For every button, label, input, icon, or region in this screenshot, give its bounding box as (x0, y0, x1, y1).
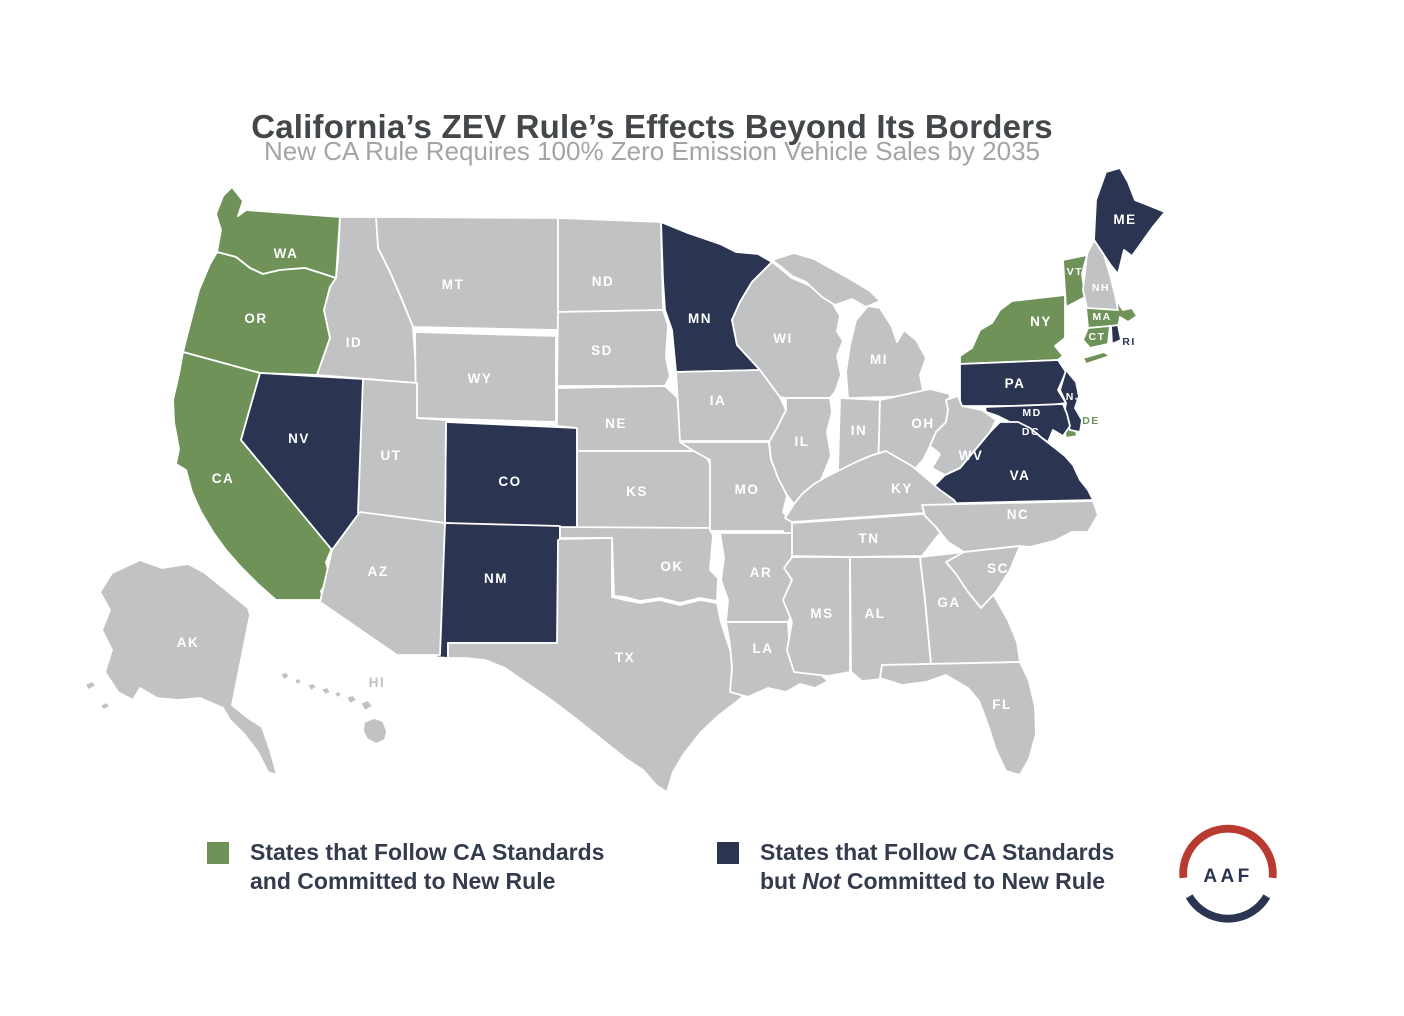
state-label-WY: WY (468, 371, 493, 386)
state-AL (849, 556, 932, 682)
state-label-IL: IL (795, 434, 810, 449)
state-label-MS: MS (810, 606, 833, 621)
state-label-DE: DE (1082, 415, 1100, 427)
state-label-RI: RI (1122, 336, 1136, 348)
state-NY (959, 294, 1111, 365)
state-label-NE: NE (605, 416, 627, 431)
state-TX (447, 537, 748, 793)
state-PA (959, 359, 1067, 407)
state-label-DC: DC (1022, 426, 1040, 438)
state-label-TX: TX (615, 650, 635, 665)
state-label-VT: VT (1067, 266, 1083, 278)
state-NH (1082, 239, 1119, 311)
legend-item-follows: States that Follow CA Standards but Not … (717, 838, 1114, 896)
state-label-MD: MD (1022, 407, 1041, 419)
state-ND (557, 217, 664, 313)
state-label-IN: IN (851, 423, 868, 438)
state-label-CA: CA (212, 471, 235, 486)
state-label-VA: VA (1010, 468, 1031, 483)
state-label-ID: ID (346, 335, 363, 350)
state-HI (279, 671, 388, 745)
state-label-MT: MT (442, 277, 465, 292)
us-choropleth-map: WA OR CA NY VT MA CT DE NV CO NM MN PA NJ MD DC VA ME RI MT… (84, 167, 1166, 793)
state-SD (556, 309, 671, 387)
aaf-logo: AAF (1179, 824, 1277, 923)
state-label-CO: CO (498, 474, 521, 489)
state-ID (316, 216, 418, 384)
state-label-WI: WI (773, 331, 793, 346)
logo-red-arc (1179, 824, 1277, 879)
state-RI (1110, 324, 1122, 345)
state-NM (435, 522, 561, 659)
state-label-OK: OK (660, 559, 683, 574)
state-label-PA: PA (1005, 376, 1026, 391)
state-ME (1093, 167, 1166, 275)
state-label-MN: MN (688, 311, 712, 326)
state-label-SD: SD (591, 343, 613, 358)
state-label-TN: TN (859, 531, 880, 546)
state-label-CT: CT (1089, 331, 1106, 343)
state-label-WA: WA (274, 246, 299, 261)
legend-swatch-follows (717, 842, 739, 864)
state-label-MA: MA (1092, 311, 1111, 323)
page-title: California’s ZEV Rule’s Effects Beyond I… (251, 108, 1053, 146)
state-FL (879, 661, 1037, 776)
state-MI (771, 252, 927, 399)
logo-navy-arc (1185, 894, 1271, 923)
state-AZ (319, 511, 446, 656)
state-label-FL: FL (992, 697, 1012, 712)
state-AK (84, 559, 278, 776)
state-label-AR: AR (750, 565, 773, 580)
state-label-MO: MO (735, 482, 760, 497)
legend-label-committed: States that Follow CA Standards and Comm… (250, 839, 605, 894)
state-label-LA: LA (753, 641, 774, 656)
legend-item-committed: States that Follow CA Standards and Comm… (207, 838, 604, 896)
logo-text: AAF (1203, 866, 1252, 887)
state-WV (929, 395, 997, 476)
state-label-AZ: AZ (368, 564, 389, 579)
state-label-NY: NY (1030, 314, 1052, 329)
state-label-HI: HI (369, 675, 386, 690)
legend-label-follows: States that Follow CA Standards but Not … (760, 839, 1115, 894)
state-label-ND: ND (592, 274, 615, 289)
state-label-KS: KS (626, 484, 648, 499)
state-label-UT: UT (381, 448, 402, 463)
state-label-IA: IA (710, 393, 727, 408)
state-label-NV: NV (288, 431, 310, 446)
state-label-MI: MI (870, 352, 888, 367)
state-label-OH: OH (911, 416, 934, 431)
state-WI (731, 261, 844, 399)
state-label-ME: ME (1113, 212, 1136, 227)
state-CT (1082, 325, 1111, 349)
state-label-AK: AK (177, 635, 200, 650)
state-label-WV: WV (959, 448, 984, 463)
state-UT (357, 378, 447, 524)
state-label-GA: GA (937, 595, 960, 610)
state-label-KY: KY (891, 481, 913, 496)
state-SC (945, 545, 1021, 609)
state-label-NJ: NJ (1066, 391, 1082, 403)
state-label-OR: OR (244, 311, 267, 326)
page-subtitle: New CA Rule Requires 100% Zero Emission … (263, 136, 1041, 166)
state-CA (172, 351, 333, 601)
state-label-NC: NC (1007, 507, 1030, 522)
state-NC (921, 500, 1099, 553)
legend-swatch-committed (207, 842, 229, 864)
state-label-NM: NM (484, 571, 508, 586)
state-label-NH: NH (1092, 282, 1110, 294)
state-label-SC: SC (987, 561, 1009, 576)
state-label-AL: AL (865, 606, 886, 621)
